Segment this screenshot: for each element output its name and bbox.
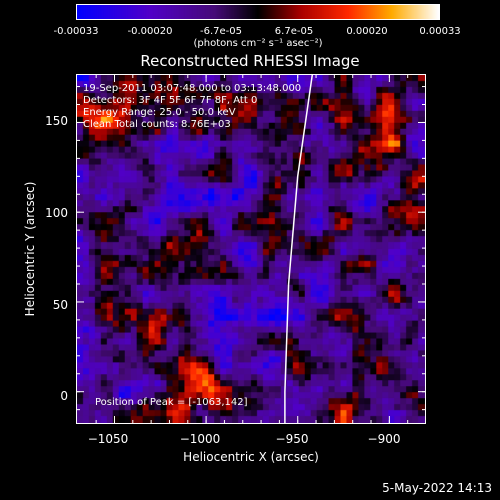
- y-tick-label: 100: [45, 206, 68, 220]
- colorbar-tick-label: 6.7e-05: [274, 26, 314, 37]
- colorbar-units: (photons cm⁻² s⁻¹ asec⁻²): [193, 38, 323, 49]
- colorbar-tick-label: -0.00033: [53, 26, 99, 37]
- colorbar-tick-label: 0.00020: [346, 26, 388, 37]
- datestamp: 5-May-2022 14:13: [382, 481, 492, 495]
- plot-title: Reconstructed RHESSI Image: [140, 52, 360, 70]
- colorbar-tick-label: -6.7e-05: [200, 26, 242, 37]
- colorbar-tick-label: -0.00020: [127, 26, 173, 37]
- heatmap-image: [77, 75, 425, 423]
- plot-area: 19-Sep-2011 03:07:48.000 to 03:13:48.000…: [76, 74, 426, 424]
- y-tick-label: 150: [45, 114, 68, 128]
- x-tick-label: −1050: [87, 432, 129, 446]
- x-axis-label: Heliocentric X (arcsec): [183, 450, 319, 464]
- y-tick-label: 0: [60, 389, 68, 403]
- info-detectors: Detectors: 3F 4F 5F 6F 7F 8F, Att 0: [83, 95, 258, 106]
- info-energy-range: Energy Range: 25.0 - 50.0 keV: [83, 107, 236, 118]
- colorbar-tick-label: 0.00033: [419, 26, 461, 37]
- info-time-range: 19-Sep-2011 03:07:48.000 to 03:13:48.000: [83, 83, 302, 94]
- info-total-counts: Clean Total counts: 8.76E+03: [83, 119, 231, 130]
- y-tick-label: 50: [52, 298, 68, 312]
- x-tick-label: −1000: [179, 432, 221, 446]
- peak-position-label: Position of Peak = [-1063,142]: [95, 397, 248, 408]
- x-tick-label: −900: [367, 432, 401, 446]
- colorbar: [76, 4, 440, 20]
- y-axis-label: Heliocentric Y (arcsec): [23, 181, 37, 317]
- x-tick-label: −950: [275, 432, 309, 446]
